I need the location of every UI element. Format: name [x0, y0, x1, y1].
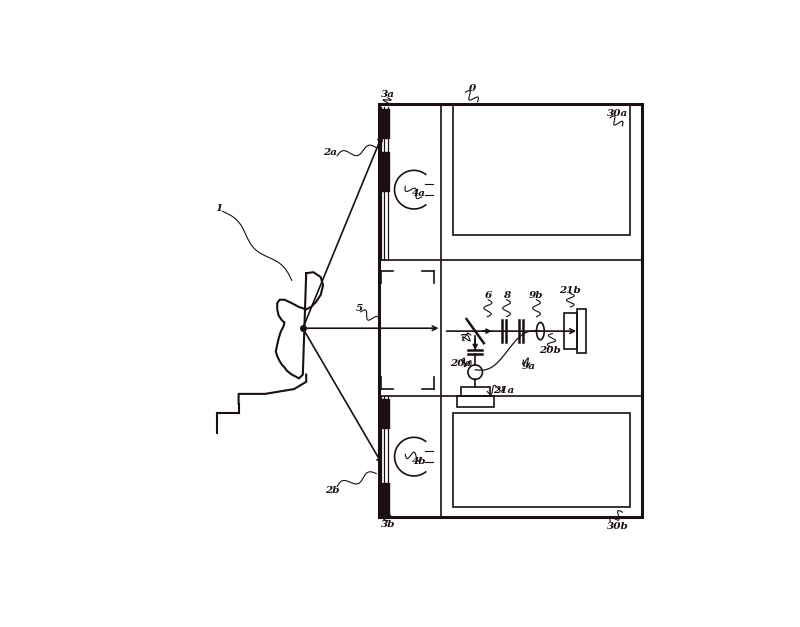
Bar [454, 413, 630, 507]
Text: 3b: 3b [381, 520, 395, 529]
Bar [565, 313, 577, 349]
Text: 5: 5 [356, 304, 363, 313]
Text: 4a: 4a [412, 189, 426, 198]
Text: 30b: 30b [606, 522, 629, 531]
Text: 9b: 9b [530, 292, 544, 300]
Text: 2a: 2a [323, 148, 338, 157]
Bar [378, 104, 642, 517]
Bar [378, 152, 390, 191]
Bar [378, 483, 390, 517]
Text: 8: 8 [503, 292, 510, 300]
Bar [378, 399, 390, 428]
Text: 21a: 21a [493, 386, 514, 394]
Bar [378, 109, 390, 138]
Bar [461, 387, 490, 396]
Bar [577, 309, 586, 353]
Text: 0: 0 [469, 84, 476, 93]
Text: 21b: 21b [559, 285, 581, 295]
Text: 30a: 30a [607, 109, 628, 119]
Text: 1: 1 [216, 204, 223, 213]
Text: 20a: 20a [450, 359, 471, 369]
Text: 4b: 4b [412, 457, 426, 466]
Text: 20b: 20b [539, 346, 561, 355]
Bar [454, 104, 630, 234]
Text: 6: 6 [485, 292, 492, 300]
Text: 9a: 9a [522, 362, 535, 371]
Text: 3a: 3a [382, 90, 395, 99]
Text: 2b: 2b [326, 486, 340, 495]
Bar [457, 396, 494, 407]
Text: 7: 7 [459, 334, 466, 343]
